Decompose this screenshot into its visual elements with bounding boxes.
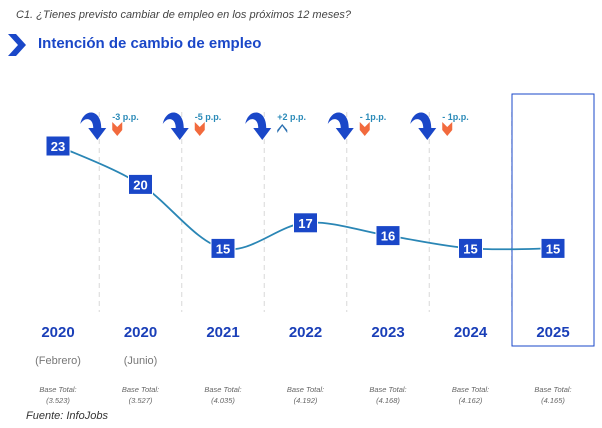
curved-arrow-icon [327,112,354,140]
data-label: 15 [546,241,560,256]
year-label: 2020 [41,324,74,341]
curved-arrow-icon [80,112,107,140]
down-chevron-icon [359,122,370,136]
change-label: -3 p.p. [112,112,139,122]
up-chevron-icon [277,124,288,133]
curved-arrow-icon [410,112,437,140]
year-label: 2022 [289,324,322,341]
highlight-box [511,93,595,347]
base-label: Base Total: [534,385,571,394]
data-point [540,237,566,259]
series-line [57,145,554,251]
base-value: (4.165) [541,396,565,405]
base-value: (4.035) [211,396,235,405]
base-label: Base Total: [369,385,406,394]
year-label: 2021 [206,324,239,341]
base-label: Base Total: [204,385,241,394]
source-text: Fuente: InfoJobs [26,410,108,422]
base-value: (3.523) [46,396,70,405]
curved-arrow-icon [245,112,272,140]
down-chevron-icon [194,122,205,136]
data-label: 17 [298,216,312,231]
down-chevron-icon [112,122,123,136]
base-label: Base Total: [39,385,76,394]
base-label: Base Total: [122,385,159,394]
year-label: 2020 [124,324,157,341]
data-point [293,212,318,234]
data-point [128,173,153,195]
data-label: 15 [216,241,230,256]
data-label: 23 [51,139,65,154]
chevron-right-icon [8,34,26,56]
base-label: Base Total: [287,385,324,394]
data-point [210,237,236,259]
curved-arrow-icon [162,112,189,140]
change-label: - 1p.p. [442,112,469,122]
data-point [375,225,401,247]
down-chevron-icon [442,122,453,136]
base-value: (4.192) [294,396,318,405]
data-point [45,135,71,157]
data-label: 20 [133,177,147,192]
change-label: +2 p.p. [277,112,306,122]
base-value: (4.162) [459,396,483,405]
base-value: (4.168) [376,396,400,405]
data-label: 15 [463,241,477,256]
chart-title: Intención de cambio de empleo [38,35,262,52]
data-point [458,237,483,259]
year-label: 2025 [536,324,569,341]
base-value: (3.527) [129,396,153,405]
data-label: 16 [381,229,395,244]
period-label: (Febrero) [35,355,81,367]
question-text: C1. ¿Tienes previsto cambiar de empleo e… [16,9,351,21]
base-label: Base Total: [452,385,489,394]
change-label: - 1p.p. [360,112,387,122]
year-label: 2024 [454,324,488,341]
period-label: (Junio) [124,355,158,367]
year-label: 2023 [371,324,404,341]
change-label: -5 p.p. [195,112,222,122]
